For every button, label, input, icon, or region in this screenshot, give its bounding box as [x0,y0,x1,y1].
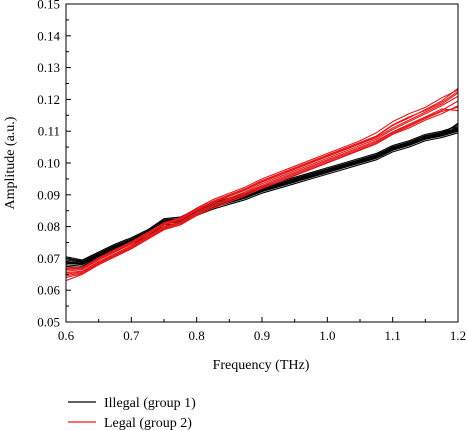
x-axis-label: Frequency (THz) [213,358,310,373]
legend-label: Illegal (group 1) [104,396,196,411]
y-tick-label: 0.08 [37,219,60,234]
legal-curve-1 [65,92,459,272]
y-tick-label: 0.11 [38,124,60,139]
y-tick-label: 0.05 [37,315,60,330]
y-tick-label: 0.13 [37,60,60,75]
x-tick-label: 0.9 [254,328,270,343]
plot-curves [65,87,459,282]
x-tick-label: 0.6 [58,328,75,343]
legal-curve-9 [65,106,459,279]
plot-frame [65,3,459,323]
x-tick-label: 1.1 [385,328,401,343]
y-axis-label: Amplitude (a.u.) [3,116,18,209]
illegal-curve-5 [65,128,459,263]
legal-curve-7 [65,108,459,275]
legal-curve-8 [65,89,459,270]
x-tick-label: 1.2 [450,328,466,343]
legal-curve-6 [65,87,459,271]
y-tick-label: 0.12 [37,92,60,107]
y-tick-label: 0.09 [37,187,60,202]
y-tick-label: 0.07 [37,251,60,266]
x-axis-ticks: 0.6 0.7 0.8 0.9 1.0 1.1 1.2 [58,317,466,343]
legal-curve-5 [65,100,459,277]
x-tick-label: 0.7 [123,328,140,343]
legend: Illegal (group 1) Legal (group 2) [68,396,196,430]
legal-curve-4 [65,90,459,269]
y-tick-label: 0.15 [37,0,60,12]
x-tick-label: 0.8 [189,328,205,343]
y-tick-label: 0.10 [37,156,60,171]
y-axis-ticks: 0.05 0.06 0.07 0.08 0.09 0.10 0.11 0.12 0.13 0.14… [37,0,71,330]
x-tick-label: 1.0 [319,328,335,343]
legal-curve-2 [65,95,459,274]
legal-curve-3 [65,105,459,282]
legend-label: Legal (group 2) [104,416,192,430]
y-tick-label: 0.06 [37,283,60,298]
y-tick-label: 0.14 [37,28,60,43]
